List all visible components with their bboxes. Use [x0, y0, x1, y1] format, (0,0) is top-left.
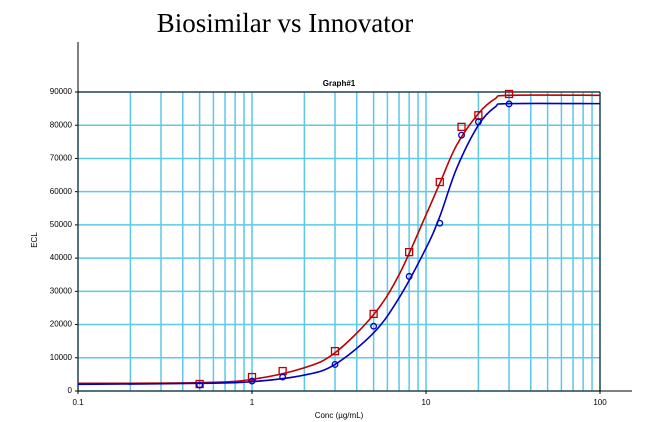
data-point — [331, 360, 339, 368]
data-point — [370, 322, 378, 330]
data-point — [279, 373, 287, 381]
data-point — [458, 131, 465, 139]
data-point — [196, 381, 204, 389]
data-point — [330, 346, 340, 356]
chart-subtitle: Graph#1 — [323, 79, 356, 88]
data-point — [404, 247, 414, 257]
data-point — [405, 272, 413, 280]
chart-title: Biosimilar vs Innovator — [157, 8, 413, 38]
y-tick-label: 90000 — [50, 87, 73, 96]
x-tick-label: 10 — [422, 398, 431, 407]
fit-curve — [77, 94, 601, 385]
y-tick-label: 50000 — [50, 220, 73, 229]
data-point — [505, 100, 513, 108]
data-point — [247, 372, 257, 382]
data-point — [474, 118, 482, 126]
y-tick-label: 70000 — [50, 154, 73, 163]
y-tick-label: 80000 — [50, 120, 73, 129]
y-axis-label: ECL — [30, 232, 39, 248]
y-tick-label: 10000 — [50, 353, 73, 362]
fit-curve — [77, 102, 601, 386]
x-tick-label: 1 — [250, 398, 255, 407]
data-point — [457, 122, 466, 132]
y-tick-label: 40000 — [50, 253, 73, 262]
data-point — [248, 377, 256, 385]
y-tick-label: 0 — [68, 386, 73, 395]
y-tick-label: 30000 — [50, 286, 73, 295]
x-tick-label: 100 — [593, 398, 607, 407]
y-tick-label: 20000 — [50, 320, 73, 329]
x-axis-label: Conc (µg/mL) — [315, 411, 364, 420]
data-point — [369, 309, 378, 319]
data-point — [436, 219, 444, 227]
data-point — [504, 89, 514, 99]
y-tick-label: 60000 — [50, 187, 73, 196]
x-tick-label: 0.1 — [72, 398, 84, 407]
data-point — [435, 177, 444, 187]
